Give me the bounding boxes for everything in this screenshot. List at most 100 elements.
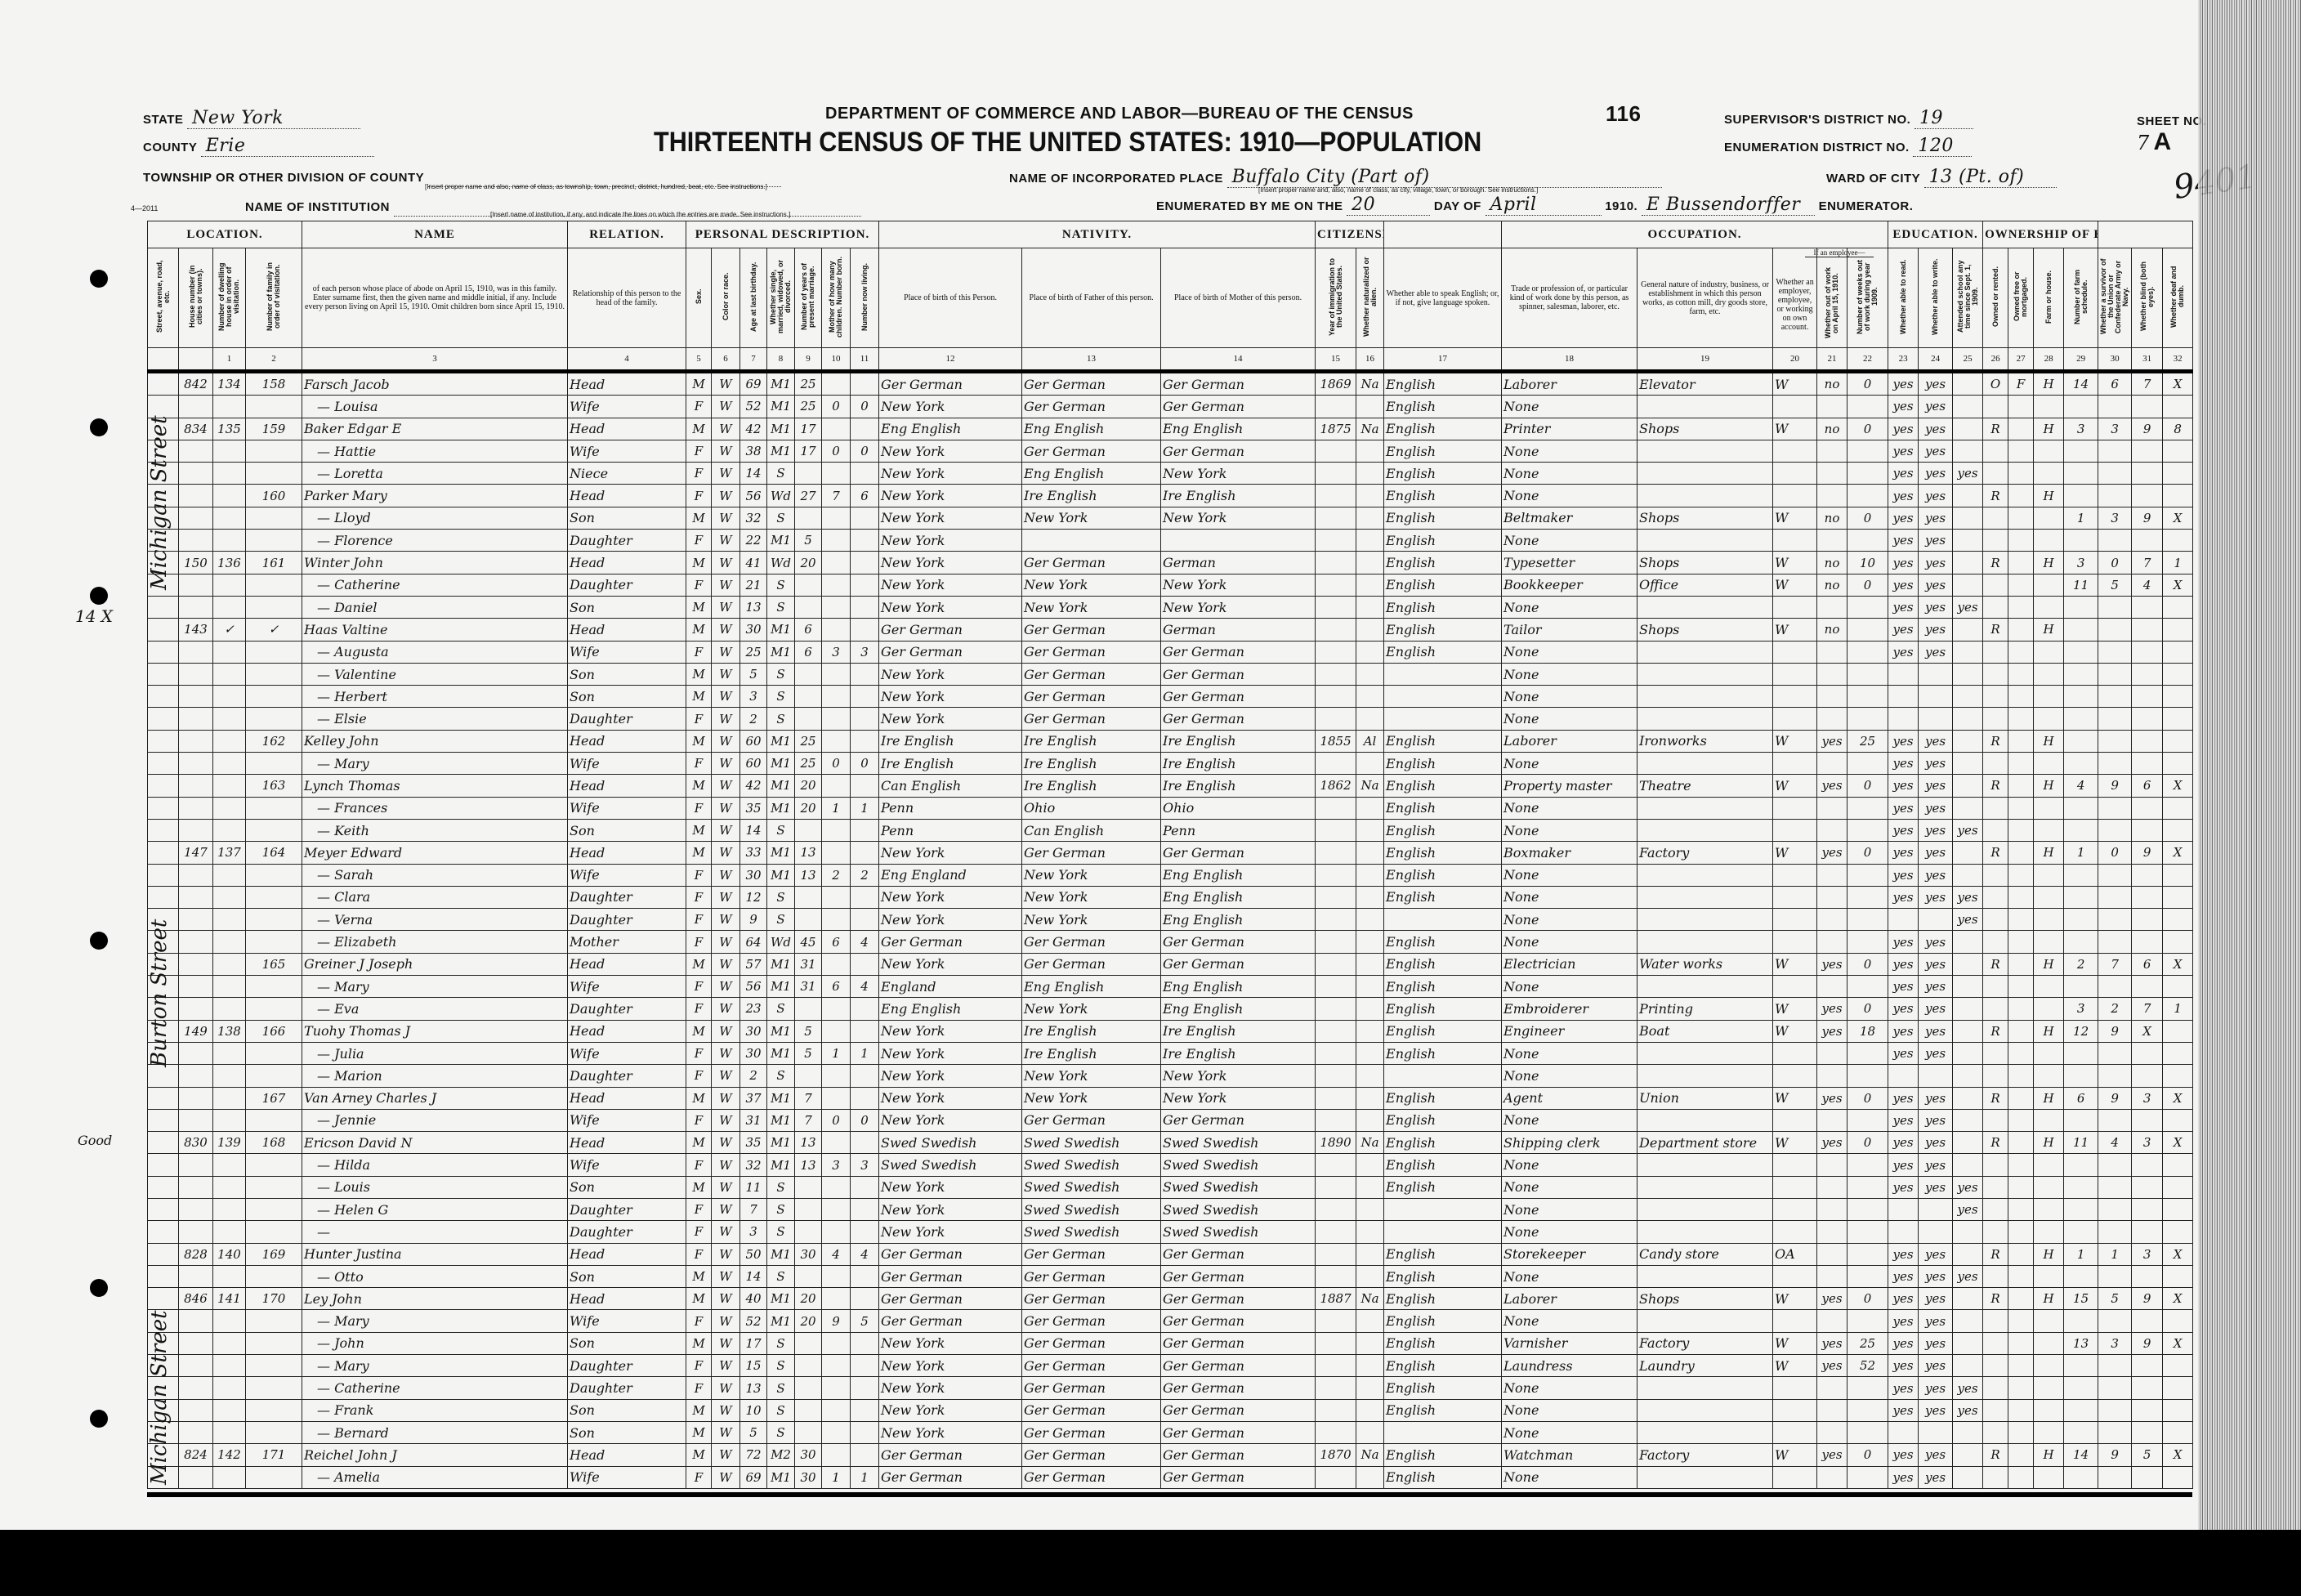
cell-industry <box>1637 439 1774 463</box>
cell-name: Ley John <box>302 1287 569 1311</box>
cell-can-write: yes <box>1918 818 1954 843</box>
cell-house-number <box>178 462 213 485</box>
cell-language: English <box>1383 818 1503 843</box>
cell-farm-house <box>2033 1331 2065 1356</box>
cell-out-of-work <box>1816 818 1848 843</box>
cell-trade: None <box>1501 796 1638 820</box>
cell-blind <box>2131 930 2164 954</box>
column-number: 5 <box>686 347 713 373</box>
column-number: 22 <box>1847 347 1889 373</box>
cell-house-number: 149 <box>178 1019 213 1043</box>
cell-farm-schedule: 13 <box>2063 1331 2099 1356</box>
cell-birthplace: New York <box>878 1175 1023 1199</box>
cell-deaf <box>2162 395 2194 418</box>
cell-free-mortgaged <box>2008 1331 2035 1356</box>
cell-mother-birthplace: Swed Swedish <box>1160 1131 1316 1155</box>
cell-years-married: 27 <box>794 484 823 507</box>
cell-family-number <box>244 1041 303 1066</box>
cell-children-born <box>821 1019 851 1043</box>
cell-dwelling-number <box>212 484 246 507</box>
cell-attended-school <box>1952 1131 1984 1155</box>
cell-deaf: X <box>2162 1443 2194 1467</box>
column-heading-birthplace: Place of birth of this Person. <box>878 248 1023 348</box>
cell-birthplace: New York <box>878 1197 1023 1222</box>
cell-age: 10 <box>739 1398 768 1422</box>
cell-marital-status: S <box>766 1197 796 1222</box>
cell-house-number: 828 <box>178 1242 213 1266</box>
cell-father-birthplace: New York <box>1021 863 1162 887</box>
cell-marital-status: M1 <box>766 1465 796 1489</box>
cell-farm-house: H <box>2033 1019 2065 1043</box>
cell-birthplace: Can English <box>878 774 1023 798</box>
cell-language: English <box>1383 1242 1503 1266</box>
cell-free-mortgaged <box>2008 1465 2035 1489</box>
cell-blind: 3 <box>2131 1086 2164 1110</box>
cell-can-read: yes <box>1888 1242 1919 1266</box>
cell-race: W <box>711 1309 741 1333</box>
cell-can-read: yes <box>1888 1354 1919 1378</box>
column-number: 25 <box>1952 347 1984 373</box>
cell-children-born <box>821 462 851 485</box>
ed-label: ENUMERATION DISTRICT NO. <box>1724 141 1910 154</box>
cell-deaf <box>2162 1354 2194 1378</box>
enumeration-district: ENUMERATION DISTRICT NO. 120 <box>1724 136 1973 157</box>
cell-industry <box>1637 707 1774 731</box>
cell-free-mortgaged <box>2008 1309 2035 1333</box>
cell-can-write <box>1918 908 1954 932</box>
cell-blind <box>2131 1264 2164 1289</box>
cell-dwelling-number <box>212 1331 246 1356</box>
cell-father-birthplace: Ger German <box>1021 1420 1162 1445</box>
cell-age: 17 <box>739 1331 768 1356</box>
cell-employer-status: W <box>1772 370 1818 396</box>
cell-age: 56 <box>739 484 768 507</box>
cell-name: — Bernard <box>302 1420 569 1445</box>
cell-veteran <box>2098 1309 2133 1333</box>
cell-industry <box>1637 975 1774 999</box>
cell-can-read: yes <box>1888 1153 1919 1177</box>
cell-house-number <box>178 439 213 463</box>
column-number: 7 <box>739 347 768 373</box>
cell-sex: M <box>686 1398 713 1422</box>
cell-house-number <box>178 863 213 887</box>
cell-free-mortgaged <box>2008 1220 2035 1244</box>
cell-out-of-work <box>1816 484 1848 507</box>
cell-veteran <box>2098 439 2133 463</box>
cell-weeks-out-of-work <box>1847 662 1889 686</box>
cell-language: English <box>1383 1287 1503 1311</box>
cell-marital-status: S <box>766 707 796 731</box>
cell-family-number <box>244 595 303 619</box>
cell-age: 2 <box>739 707 768 731</box>
cell-children-living <box>850 573 880 597</box>
cell-naturalization <box>1356 1420 1385 1445</box>
cell-trade: Storekeeper <box>1501 1242 1638 1266</box>
cell-house-number <box>178 908 213 932</box>
cell-weeks-out-of-work <box>1847 930 1889 954</box>
cell-street <box>147 818 179 843</box>
cell-attended-school <box>1952 752 1984 776</box>
cell-race: W <box>711 841 741 865</box>
cell-mother-birthplace: Eng English <box>1160 885 1316 910</box>
cell-can-read: yes <box>1888 573 1919 597</box>
cell-can-read: yes <box>1888 417 1919 440</box>
cell-family-number: 165 <box>244 952 303 977</box>
cell-out-of-work <box>1816 595 1848 619</box>
cell-immigration-year: 1862 <box>1315 774 1357 798</box>
cell-age: 21 <box>739 573 768 597</box>
cell-age: 52 <box>739 1309 768 1333</box>
enumerator-label: ENUMERATOR. <box>1818 199 1914 213</box>
cell-father-birthplace: New York <box>1021 506 1162 530</box>
cell-weeks-out-of-work <box>1847 707 1889 731</box>
cell-mother-birthplace: Ohio <box>1160 796 1316 820</box>
cell-attended-school <box>1952 1242 1984 1266</box>
column-heading-street: Street, avenue, road, etc. <box>147 248 179 348</box>
scan-border <box>0 1530 2301 1596</box>
cell-attended-school <box>1952 1309 1984 1333</box>
cell-naturalization <box>1356 595 1385 619</box>
cell-father-birthplace: Ire English <box>1021 1041 1162 1066</box>
cell-marital-status: S <box>766 1331 796 1356</box>
cell-owned-rented: R <box>1982 841 2009 865</box>
person-row: 167 Van Arney Charles J Head M W 37 M1 7 New Yor… <box>147 1086 2194 1110</box>
cell-race: W <box>711 685 741 709</box>
cell-weeks-out-of-work: 0 <box>1847 1443 1889 1467</box>
cell-children-born: 4 <box>821 1242 851 1266</box>
